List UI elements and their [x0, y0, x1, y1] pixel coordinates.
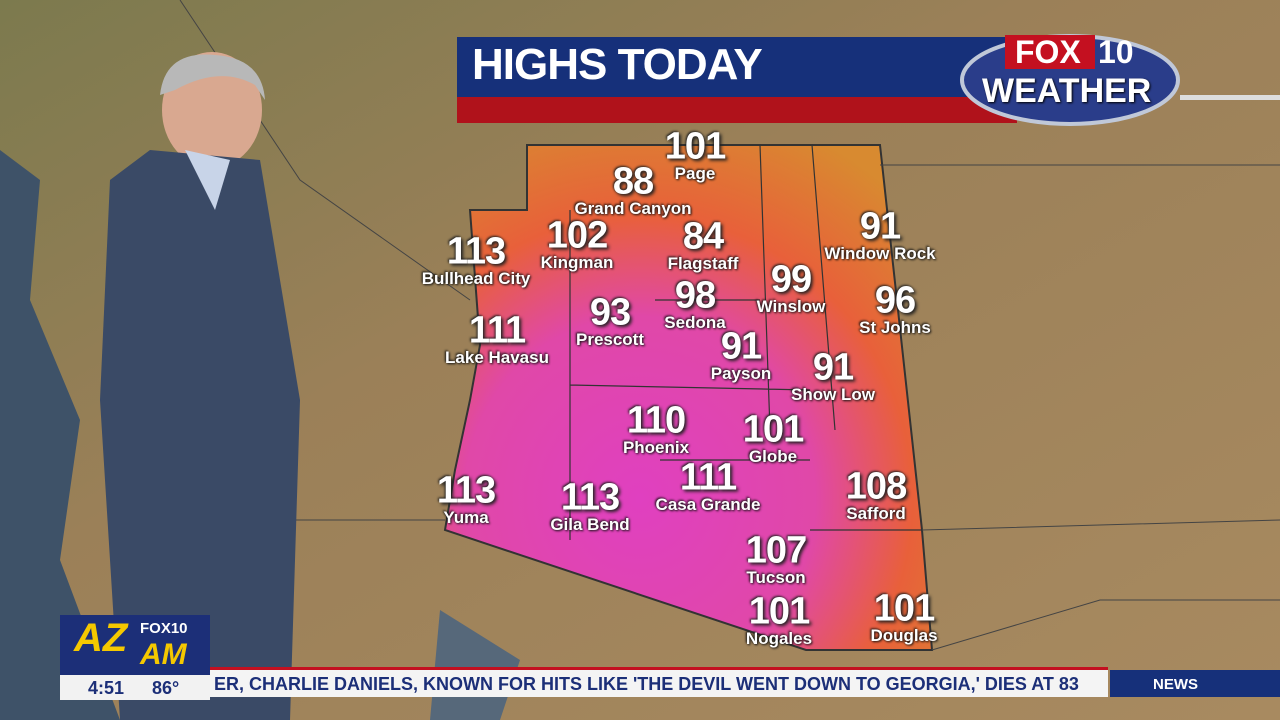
- city-name: Douglas: [870, 626, 938, 645]
- city-name: Phoenix: [622, 438, 690, 457]
- city-temp: 91: [720, 325, 762, 368]
- city-temp: 101: [742, 408, 804, 451]
- county-lines: [569, 144, 922, 540]
- logo-label: WEATHER: [982, 72, 1152, 110]
- show-suffix: AM: [140, 638, 187, 671]
- city-temp: 96: [874, 279, 916, 322]
- city-name: Flagstaff: [667, 254, 739, 273]
- city-temp: 108: [845, 465, 907, 508]
- title: HIGHS TODAY: [472, 40, 763, 89]
- city-temp: 98: [674, 274, 716, 317]
- ocean: [0, 150, 120, 720]
- logo-channel: 10: [1098, 34, 1134, 70]
- status-box: [60, 675, 210, 700]
- city-temp: 101: [873, 587, 935, 630]
- city-name: Payson: [710, 364, 772, 383]
- city-name: Globe: [748, 447, 798, 466]
- logo-fox-box: [1005, 35, 1095, 69]
- ticker-section: NEWS: [1153, 676, 1198, 693]
- city-name: St Johns: [859, 318, 931, 337]
- city-temp: 91: [859, 205, 901, 248]
- city-temp: 113: [446, 230, 506, 273]
- title-bar: [457, 37, 1017, 97]
- city-name: Page: [674, 164, 716, 183]
- city-name: Safford: [846, 504, 906, 523]
- state-lines: [179, 0, 1280, 651]
- current-temp: 86°: [152, 678, 180, 698]
- city-temp: 99: [770, 258, 812, 301]
- city-name: Prescott: [575, 330, 645, 349]
- city-temp: 113: [436, 469, 496, 512]
- city-name: Sedona: [664, 313, 726, 332]
- logo-rule: [1180, 95, 1280, 100]
- city-name: Window Rock: [824, 244, 936, 263]
- section-box: [1110, 670, 1280, 697]
- city-name: Nogales: [745, 629, 813, 648]
- city-name: Bullhead City: [421, 269, 531, 288]
- city-temp: 91: [812, 346, 854, 389]
- city-temp: 102: [546, 214, 608, 257]
- city-name: Lake Havasu: [445, 348, 549, 367]
- city-temp: 111: [679, 456, 737, 499]
- city-temp: 84: [682, 215, 724, 258]
- city-name: Tucson: [746, 568, 806, 587]
- city-temp: 107: [745, 529, 807, 572]
- ticker-text: ER, CHARLIE DANIELS, KNOWN FOR HITS LIKE…: [214, 674, 1079, 694]
- city-temp: 101: [748, 590, 810, 633]
- show-name: AZ: [74, 616, 128, 660]
- city-temp: 111: [468, 309, 526, 352]
- city-name: Yuma: [443, 508, 489, 527]
- city-temp: 88: [612, 160, 654, 203]
- title-strip: [457, 97, 1017, 123]
- city-temp: 101: [664, 125, 726, 168]
- ticker-rule: [210, 667, 1108, 670]
- city-temp: 93: [589, 291, 631, 334]
- city-name: Kingman: [540, 253, 614, 272]
- logo-brand: FOX: [1015, 34, 1081, 70]
- clock: 4:51: [88, 678, 125, 698]
- city-name: Winslow: [756, 297, 826, 316]
- show-brand: FOX10: [140, 620, 188, 637]
- city-name: Casa Grande: [655, 495, 761, 514]
- arizona: [443, 144, 934, 651]
- city-name: Grand Canyon: [574, 199, 692, 218]
- city-name: Gila Bend: [550, 515, 630, 534]
- show-box: [60, 615, 210, 675]
- city-temp: 113: [560, 476, 620, 519]
- presenter: [100, 52, 300, 720]
- city-name: Show Low: [790, 385, 876, 404]
- ticker-bar: [210, 670, 1108, 697]
- city-temp: 110: [626, 399, 686, 442]
